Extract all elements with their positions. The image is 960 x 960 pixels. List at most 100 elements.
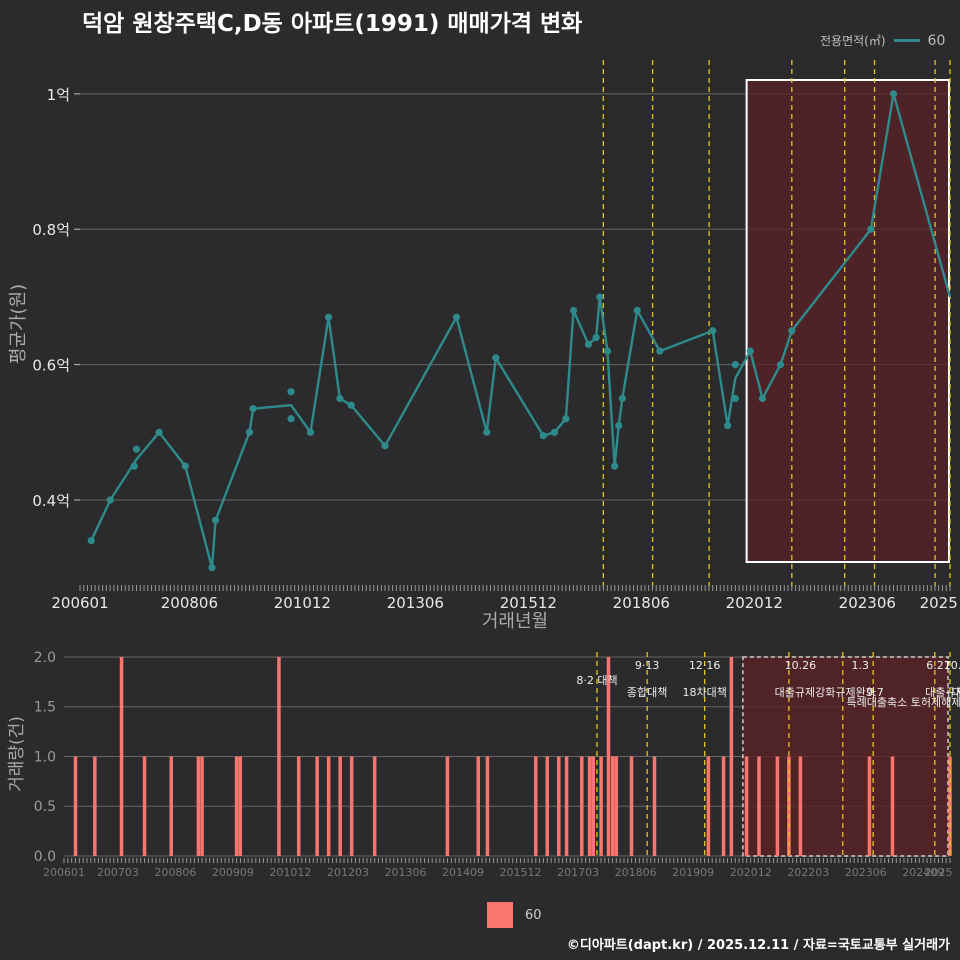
price-point — [550, 428, 559, 436]
price-point — [776, 361, 785, 369]
y-axis-title: 거래량(건) — [7, 716, 27, 792]
volume-bar — [476, 756, 480, 856]
price-point — [731, 361, 739, 369]
volume-bar — [534, 756, 538, 856]
volume-bar — [729, 656, 734, 856]
price-point — [181, 462, 189, 470]
policy-annotation: 12·16 — [689, 659, 721, 672]
policy-annotation: 9.7 — [866, 686, 884, 699]
x-tick-label: 202012 — [730, 866, 772, 879]
volume-bar — [587, 756, 592, 856]
x-tick-label: 201512 — [500, 866, 542, 879]
price-point — [306, 428, 315, 436]
y-axis-title: 평균가(원) — [8, 284, 29, 364]
price-point — [249, 405, 257, 413]
volume-bar — [614, 756, 619, 856]
policy-annotation: 18차대책 — [683, 686, 727, 699]
volume-bar — [652, 756, 657, 856]
x-tick-label: 201909 — [672, 866, 714, 879]
volume-bar — [721, 756, 726, 856]
price-point — [106, 496, 114, 504]
y-tick-label: 1.0 — [34, 749, 56, 765]
policy-annotation: 8·2 대책 — [576, 674, 617, 687]
price-point — [130, 462, 138, 470]
volume-bar — [610, 756, 615, 856]
price-point — [132, 445, 141, 453]
price-point — [758, 394, 767, 403]
volume-bar — [277, 656, 281, 856]
volume-bar — [757, 756, 761, 856]
volume-bar — [775, 756, 780, 856]
legend-bottom: 60 — [487, 902, 542, 928]
price-point — [731, 394, 739, 403]
policy-annotation: 종합대책 — [627, 686, 667, 699]
volume-bar — [73, 756, 78, 856]
volume-bar — [119, 656, 124, 856]
policy-annotation: 1.3 — [851, 659, 869, 672]
price-point — [155, 428, 163, 436]
price-point — [211, 516, 220, 524]
x-tick-label: 201806 — [613, 594, 670, 612]
volume-bar — [580, 756, 584, 856]
x-tick-label: 201306 — [387, 594, 444, 612]
policy-annotation: 규제완화 — [835, 686, 875, 699]
y-tick-label: 0.5 — [34, 799, 56, 815]
volume-bar — [372, 756, 377, 856]
volume-bar — [326, 756, 331, 856]
price-point — [562, 415, 570, 423]
price-point — [245, 428, 254, 436]
price-point — [633, 306, 641, 315]
volume-bar — [296, 756, 301, 856]
x-tick-label: 2025 — [924, 866, 952, 879]
price-point — [483, 428, 491, 436]
volume-bar — [564, 756, 569, 856]
volume-bar — [485, 756, 490, 856]
price-point — [592, 333, 600, 342]
price-point — [746, 347, 754, 355]
x-tick-label: 201012 — [269, 866, 311, 879]
volume-bar — [93, 756, 97, 856]
x-tick-label: 202306 — [839, 594, 896, 612]
volume-bar — [545, 756, 550, 856]
price-point — [611, 462, 619, 470]
x-tick-label: 202409 — [902, 866, 944, 879]
price-point — [584, 340, 593, 348]
x-axis-title: 거래년월 — [482, 611, 548, 632]
volume-bar — [867, 756, 872, 856]
volume-bar — [557, 756, 561, 856]
volume-bar — [629, 756, 634, 856]
volume-bar — [200, 756, 204, 856]
volume-bar — [234, 756, 239, 856]
volume-bar — [606, 656, 611, 856]
x-tick-label: 200806 — [161, 594, 218, 612]
x-tick-label: 201203 — [327, 866, 369, 879]
price-point — [324, 313, 333, 321]
x-tick-label: 200703 — [97, 866, 139, 879]
volume-bar — [238, 756, 243, 856]
price-point — [452, 313, 461, 321]
price-point — [889, 90, 898, 98]
policy-annotation: 10.1 — [944, 659, 960, 672]
price-point — [208, 564, 216, 572]
price-point — [788, 327, 796, 335]
legend-bar-swatch — [487, 902, 513, 928]
price-point — [596, 293, 604, 301]
x-tick-label: 200601 — [43, 866, 85, 879]
price-point — [87, 537, 95, 545]
price-point — [656, 347, 664, 355]
x-tick-label: 201512 — [500, 594, 557, 612]
policy-annotation: 9·13 — [635, 659, 660, 672]
y-tick-label: 0.6억 — [32, 357, 70, 375]
x-tick-label: 202012 — [726, 594, 783, 612]
policy-annotation: 대출규제강화 — [775, 686, 836, 699]
y-tick-label: 1억 — [47, 86, 70, 104]
x-tick-label: 201306 — [385, 866, 427, 879]
page-title: 덕암 원창주택C,D동 아파트(1991) 매매가격 변화 — [82, 11, 583, 37]
price-point — [287, 388, 295, 396]
price-point — [615, 421, 623, 430]
y-tick-label: 2.0 — [34, 650, 56, 666]
legend-top: 전용면적(㎡) 60 — [820, 32, 945, 49]
policy-annotation: 특례대출축소 토허제해제 — [847, 695, 960, 709]
price-point — [347, 401, 355, 409]
volume-bar — [744, 756, 749, 856]
